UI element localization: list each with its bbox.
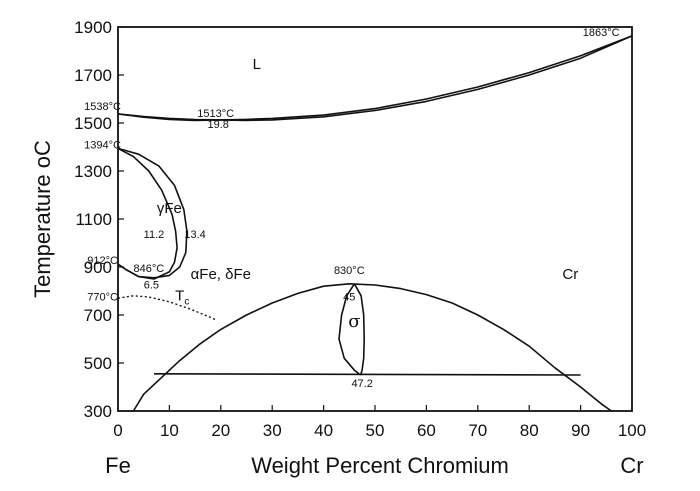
y-axis-title-unit: oC	[30, 140, 55, 168]
annotation-label: 19.8	[208, 119, 229, 131]
annotation-label: Tc	[175, 288, 189, 308]
annotation-label: γFe	[157, 200, 182, 217]
liquidus-curve	[117, 35, 633, 121]
y-tick-label: 1700	[74, 66, 112, 85]
axis-titles: Weight Percent Chromium Fe Cr Temperatur…	[30, 140, 644, 478]
eutectoid-isotherm-curve	[153, 373, 581, 376]
curie-line-curve	[117, 295, 216, 321]
annotation-label: 1538°C	[84, 101, 121, 113]
x-tick-label: 60	[417, 421, 436, 440]
annotation-label: 830°C	[334, 265, 365, 277]
sigma-left-curve	[338, 283, 362, 376]
annotations: 1863°C 1538°C 1513°C19.8 1394°C 912°C 846°C 6.…	[84, 27, 619, 390]
annotation-label: αFe, δFe	[191, 266, 251, 283]
y-tick-label: 1500	[74, 114, 112, 133]
sigma-right-curve	[353, 283, 365, 376]
y-axis-title: Temperature oC	[30, 140, 55, 298]
annotation-label: 6.5	[144, 280, 159, 292]
annotation-label: 1513°C	[197, 108, 234, 120]
y-tick-label: 1300	[74, 162, 112, 181]
annotation-label: 13.4	[184, 229, 205, 241]
x-tick-label: 90	[571, 421, 590, 440]
x-tick-label: 80	[520, 421, 539, 440]
x-tick-label: 100	[618, 421, 646, 440]
x-axis-end-label-cr: Cr	[620, 453, 643, 478]
x-tick-label: 10	[160, 421, 179, 440]
y-axis-title-group: Temperature oC	[30, 140, 55, 298]
y-tick-label: 700	[84, 306, 112, 325]
y-tick-label: 300	[84, 402, 112, 421]
x-tick-label: 20	[211, 421, 230, 440]
y-tick-label: 500	[84, 354, 112, 373]
annotation-label: 912°C	[87, 255, 118, 267]
sigma-dome-curve	[132, 283, 612, 412]
annotation-label: σ	[348, 311, 360, 332]
annotation-label: 47.2	[351, 378, 372, 390]
x-tick-label: 70	[468, 421, 487, 440]
x-tick-label: 40	[314, 421, 333, 440]
annotation-label: L	[253, 56, 261, 73]
annotation-label: Cr	[562, 266, 578, 283]
x-axis-title: Weight Percent Chromium	[251, 453, 509, 478]
x-tick-label: 50	[366, 421, 385, 440]
x-axis-end-label-fe: Fe	[105, 453, 131, 478]
solidus-curve	[117, 35, 633, 122]
plot-frame	[117, 26, 633, 412]
phase-boundaries	[117, 35, 633, 412]
y-tick-label: 1900	[74, 18, 112, 37]
y-axis-ticks: 300 500 700 900 1100 1300 1500 1700 1900	[74, 18, 124, 421]
y-tick-label: 1100	[75, 210, 112, 229]
annotation-subscript: c	[184, 297, 189, 308]
annotation-label: 45	[343, 292, 355, 304]
annotation-label: 1394°C	[84, 139, 121, 151]
gamma-loop-outer-curve	[117, 147, 188, 279]
x-axis-ticks: 0 10 20 30 40 50 60 70 80 90 100	[113, 405, 646, 440]
x-tick-label: 30	[263, 421, 282, 440]
y-tick-label: 900	[84, 258, 112, 277]
annotation-label: 770°C	[87, 292, 118, 304]
annotation-label: 1863°C	[583, 27, 620, 39]
annotation-label: 11.2	[144, 229, 165, 241]
annotation-label: 846°C	[133, 263, 164, 275]
x-tick-label: 0	[113, 421, 122, 440]
plot-area	[117, 26, 633, 412]
